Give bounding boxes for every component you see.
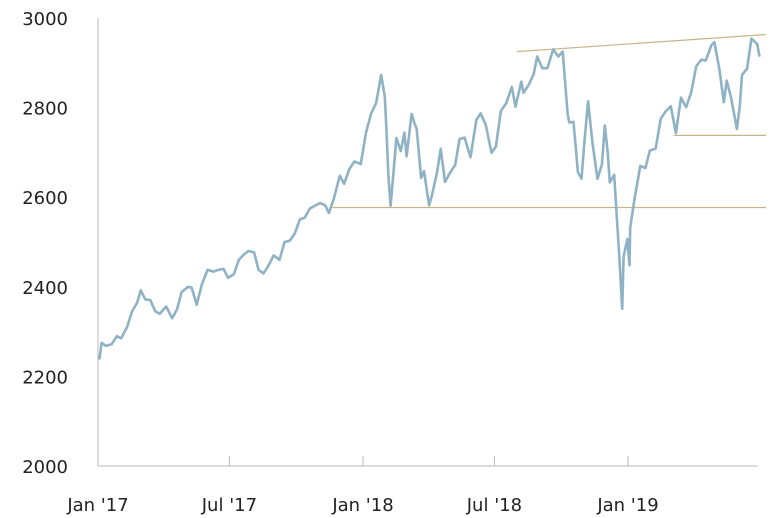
y-tick-label: 2600 <box>22 188 68 209</box>
series-group <box>98 37 761 360</box>
x-tick-label: Jan '19 <box>596 495 658 516</box>
y-tick-label: 2000 <box>22 457 68 478</box>
y-tick-group: 2000 2200 2400 2600 2800 3000 <box>22 9 68 478</box>
y-tick-label: 2200 <box>22 367 68 388</box>
x-tick-label: Jul '17 <box>201 495 257 516</box>
y-tick-label: 3000 <box>22 9 68 30</box>
y-tick-label: 2400 <box>22 278 68 299</box>
trendline <box>516 33 766 53</box>
annotation-lines <box>332 33 766 209</box>
series-line <box>98 37 761 360</box>
x-tick-label: Jan '17 <box>66 495 128 516</box>
x-tick-label: Jan '18 <box>331 495 393 516</box>
x-tick-label: Jul '18 <box>466 495 522 516</box>
x-tick-group: Jan '17 Jul '17 Jan '18 Jul '18 Jan '19 <box>66 456 659 516</box>
y-tick-label: 2800 <box>22 99 68 120</box>
